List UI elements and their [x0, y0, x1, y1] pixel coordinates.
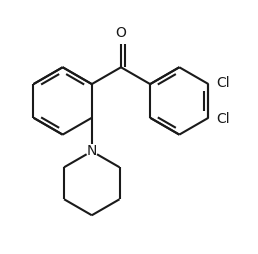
Text: Cl: Cl [216, 76, 230, 90]
Text: N: N [87, 144, 97, 158]
Text: O: O [116, 26, 126, 40]
Text: Cl: Cl [216, 112, 230, 125]
